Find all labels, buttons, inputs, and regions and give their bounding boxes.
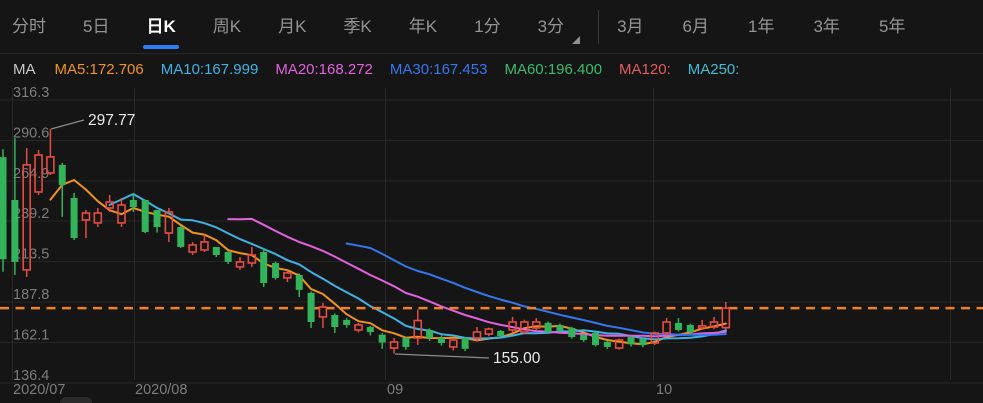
y-axis-tick-label: 136.4	[13, 368, 49, 384]
ma-legend-item-ma20: MA20:168.272	[275, 61, 373, 78]
ma-legend-item-ma250: MA250:	[687, 61, 740, 78]
svg-text:155.00: 155.00	[493, 350, 541, 367]
ma-line-ma10	[108, 193, 727, 341]
tabbar-divider	[598, 9, 600, 44]
tab-yearly-k[interactable]: 年K	[408, 17, 438, 36]
annotation-155.00: 155.00	[394, 350, 541, 367]
tab-1min[interactable]: 1分	[474, 17, 501, 36]
candles-layer	[0, 129, 731, 354]
period-tabs-left: 分时 5日 日K 周K 月K 季K 年K 1分 3分	[0, 0, 581, 53]
tab-time-sharing[interactable]: 分时	[12, 17, 46, 36]
ma-line-ma30	[345, 242, 727, 336]
tab-3month[interactable]: 3月	[617, 17, 644, 36]
dropdown-caret-icon[interactable]	[572, 36, 581, 44]
ma-line-ma5	[49, 179, 727, 346]
ma-line-ma20	[227, 217, 727, 338]
tab-5year[interactable]: 5年	[878, 17, 906, 36]
y-axis-tick-label: 187.8	[13, 287, 49, 303]
x-axis-label: 09	[387, 382, 403, 398]
ma-legend-item-ma5: MA5:172.706	[54, 61, 144, 78]
tab-6month[interactable]: 6月	[682, 17, 709, 36]
ma-legend: MA MA5:172.706 MA10:167.999 MA20:168.272 MA…	[13, 61, 739, 78]
x-axis-label: 2020/07	[13, 382, 65, 398]
period-tabbar: 分时 5日 日K 周K 月K 季K 年K 1分 3分 3月 6月 1年 3年 5年	[0, 0, 983, 54]
grid-layer: 316.3 290.6 264.9 239.2 213.5 187.8 162.1 136.4…	[0, 85, 983, 398]
scroll-handle[interactable]	[60, 397, 92, 403]
y-axis-tick-label: 162.1	[13, 327, 49, 343]
tab-3min[interactable]: 3分	[538, 0, 581, 53]
tab-weekly-k[interactable]: 周K	[212, 17, 242, 36]
tab-monthly-k[interactable]: 月K	[278, 17, 307, 36]
ma-legend-item-ma10: MA10:167.999	[160, 61, 259, 78]
x-axis-label: 10	[656, 382, 672, 398]
y-axis-tick-label: 213.5	[13, 247, 49, 263]
ma-legend-title: MA	[13, 61, 36, 78]
tab-quarterly-k[interactable]: 季K	[343, 17, 372, 36]
x-axis-label: 2020/08	[135, 382, 187, 398]
tab-1year[interactable]: 1年	[748, 17, 775, 36]
annotation-297.77: 297.77	[50, 112, 135, 130]
tab-3year[interactable]: 3年	[813, 17, 840, 36]
y-axis-tick-label: 316.3	[13, 85, 49, 101]
tab-5day[interactable]: 5日	[83, 17, 110, 36]
y-axis-tick-label: 290.6	[13, 125, 49, 141]
ma-legend-item-ma30: MA30:167.453	[389, 61, 488, 78]
ma-legend-items: MA5:172.706 MA10:167.999 MA20:168.272 MA30:…	[55, 61, 740, 78]
y-axis-tick-label: 239.2	[13, 206, 49, 222]
ma-legend-item-ma120: MA120:	[619, 61, 671, 78]
tab-daily-k[interactable]: 日K	[146, 0, 175, 53]
y-axis-tick-label: 264.9	[13, 166, 49, 182]
svg-text:297.77: 297.77	[88, 112, 135, 129]
ma-legend-item-ma60: MA60:196.400	[504, 61, 603, 78]
range-tabs-right: 3月 6月 1年 3年 5年	[617, 0, 905, 53]
